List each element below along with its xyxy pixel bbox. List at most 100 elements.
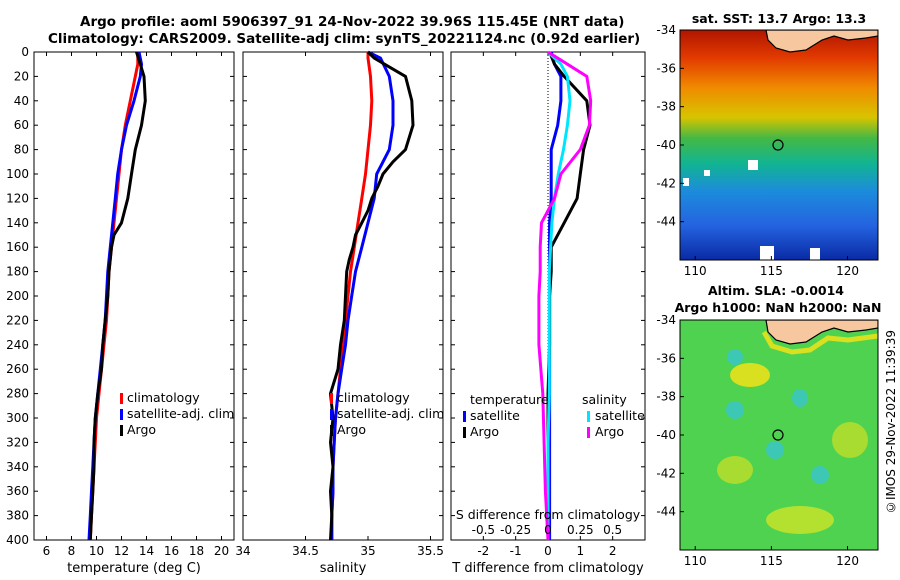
salinity-difference-axis-label: S difference from climatology (456, 507, 641, 522)
depth-tick-label: 0 (21, 45, 29, 59)
sst_map-lat-label: -36 (656, 61, 676, 75)
depth-tick-label: 120 (6, 191, 29, 205)
sla-argo-marker (772, 429, 784, 441)
sla_map-lat-label: -38 (656, 390, 676, 404)
sla_map-lat-label: -44 (656, 505, 676, 519)
legend-t-label: Argo (470, 424, 499, 439)
sst-coastline-land (765, 30, 878, 53)
salinity-difference-tick-label: -0.5 (472, 523, 495, 537)
sst_map-lat-label: -38 (656, 100, 676, 114)
sla-eddy-low (792, 389, 808, 407)
depth-tick-label: 300 (6, 411, 29, 425)
legend-t-swatch (463, 411, 466, 422)
depth-tick-label: 200 (6, 289, 29, 303)
sst_map-lon-label: 110 (684, 264, 707, 278)
sla_map-lat-label: -36 (656, 351, 676, 365)
sla-eddy-low (726, 401, 744, 419)
temperature-legend-label: climatology (127, 390, 200, 405)
sst-missing-patch (810, 248, 820, 260)
salinity-xtick-label: 34 (235, 544, 250, 558)
sla-coastline-land (765, 320, 878, 345)
temperature-legend-label: Argo (127, 422, 156, 437)
temperature-xtick-label: 20 (214, 544, 229, 558)
depth-tick-label: 260 (6, 362, 29, 376)
depth-tick-label: 240 (6, 338, 29, 352)
difference-xtick-label: 0 (544, 544, 552, 558)
depth-tick-label: 340 (6, 460, 29, 474)
salinity-legend-label: satellite-adj. clim (337, 406, 444, 421)
sla-map-title-line2: Argo h1000: NaN h2000: NaN (675, 300, 882, 315)
salinity-series-satellite-adj-clim (330, 50, 395, 540)
sla-map: 110 115 120 -34 -36 -38 -40 -42 -44 (656, 313, 879, 568)
copyright-timestamp: ©IMOS 29-Nov-2022 11:39:39 (884, 330, 898, 515)
difference-xtick-label: -1 (510, 544, 522, 558)
temperature-legend-swatch (120, 425, 123, 436)
sla-eddy-high (717, 456, 753, 484)
sst_map-lat-label: -40 (656, 138, 676, 152)
salinity-difference-tick-label: 0.5 (603, 523, 622, 537)
difference-series-s-satellite (546, 50, 572, 540)
sst-missing-patch (748, 160, 758, 170)
sla_map-lon-label: 120 (836, 554, 859, 568)
temperature-xtick-label: 18 (189, 544, 204, 558)
salinity-difference-tick-label: -0.25 (500, 523, 531, 537)
depth-tick-label: 220 (6, 313, 29, 327)
temperature-legend-swatch (120, 409, 123, 420)
temperature-xlabel: temperature (deg C) (67, 561, 201, 576)
figure-title-line2: Climatology: CARS2009. Satellite-adj cli… (48, 31, 641, 47)
sla_map-lat-label: -42 (656, 466, 676, 480)
salinity-legend-label: Argo (337, 422, 366, 437)
legend-t-swatch (463, 427, 466, 438)
sla-eddy-low (727, 349, 743, 365)
sst-missing-patch (704, 170, 710, 176)
sla-eddy-low (811, 466, 829, 484)
salinity-xtick-label: 35.5 (417, 544, 444, 558)
depth-tick-label: 280 (6, 387, 29, 401)
temperature-series-climatology (88, 52, 140, 541)
temperature-xtick-label: 12 (114, 544, 129, 558)
sla_map-lat-label: -34 (656, 313, 676, 327)
difference-xtick-label: -2 (477, 544, 489, 558)
salinity-xtick-label: 35 (360, 544, 375, 558)
sst-argo-marker (772, 139, 784, 151)
sla_map-lat-label: -40 (656, 428, 676, 442)
depth-tick-label: 40 (14, 94, 29, 108)
salinity-difference-tick-label: 0.25 (567, 523, 594, 537)
difference-xtick-label: 2 (609, 544, 617, 558)
depth-tick-label: 20 (14, 69, 29, 83)
salinity-xtick-label: 34.5 (292, 544, 319, 558)
legend-salinity-title: salinity (582, 392, 627, 407)
sst_map-lon-label: 120 (836, 264, 859, 278)
difference-series-t-argo (546, 51, 592, 540)
temperature-series-satellite-adj-clim (87, 51, 143, 541)
panel-salinity: 34 34.5 35 35.5 salinity climatologysatellite… (235, 50, 444, 576)
temperature-xtick-label: 6 (43, 544, 51, 558)
depth-tick-label: 360 (6, 484, 29, 498)
salinity-legend-swatch (330, 393, 333, 404)
depth-tick-label: 160 (6, 240, 29, 254)
sst_map-lat-label: -44 (656, 215, 676, 229)
temperature-legend-label: satellite-adj. clim (127, 406, 234, 421)
legend-t-label: satellite (470, 408, 520, 423)
panel-temperature: 6 8 10 12 14 16 18 20 temperature (deg C) 0 20 40 60… (6, 45, 235, 576)
difference-series-t-satellite (548, 51, 563, 540)
depth-tick-label: 60 (14, 118, 29, 132)
legend-s-label: Argo (595, 424, 624, 439)
difference-xtick-label: 1 (577, 544, 585, 558)
sst-missing-patch (760, 246, 774, 260)
salinity-legend-label: climatology (337, 390, 410, 405)
sst-missing-patch (683, 178, 689, 186)
temperature-xtick-label: 8 (68, 544, 76, 558)
legend-temperature-title: temperature (470, 392, 549, 407)
sla-shelf-contour (761, 330, 878, 355)
temperature-xtick-label: 10 (89, 544, 104, 558)
salinity-legend-swatch (330, 409, 333, 420)
sst_map-lat-label: -42 (656, 176, 676, 190)
sst_map-lon-label: 115 (760, 264, 783, 278)
panel-difference: -2 -1 0 1 2 T difference from climatology temp… (450, 50, 646, 576)
legend-s-swatch (587, 411, 590, 422)
sla-eddy-low (766, 441, 784, 459)
sst_map-lat-label: -34 (656, 23, 676, 37)
sla-eddy-high (832, 422, 868, 458)
temperature-axes-frame (33, 51, 235, 541)
